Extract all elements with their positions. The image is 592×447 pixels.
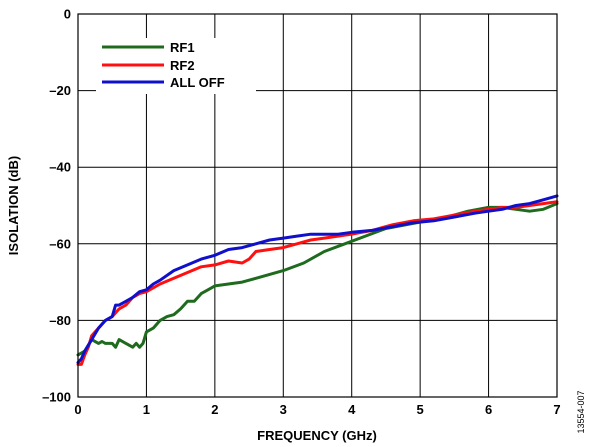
x-tick-label: 0 xyxy=(74,402,81,417)
series-line-rf1 xyxy=(76,202,559,357)
legend: RF1 RF2 ALL OFF xyxy=(96,38,256,94)
y-tick-label: –20 xyxy=(49,83,71,98)
y-tick-label: –80 xyxy=(49,313,71,328)
legend-label-rf1: RF1 xyxy=(170,40,195,55)
x-tick-label: 6 xyxy=(485,402,492,417)
legend-label-rf2: RF2 xyxy=(170,58,195,73)
y-tick-label: –60 xyxy=(49,236,71,251)
x-axis-ticks: 0 1 2 3 4 5 6 7 xyxy=(74,402,560,417)
series-line-all-off xyxy=(76,194,559,364)
y-axis-ticks: 0 –20 –40 –60 –80 –100 xyxy=(42,7,71,405)
figure-id: 13554-007 xyxy=(576,390,586,433)
x-tick-label: 4 xyxy=(348,402,356,417)
x-tick-label: 5 xyxy=(417,402,424,417)
plot-area-frame xyxy=(77,13,558,398)
legend-label-all-off: ALL OFF xyxy=(170,75,225,90)
series-line-rf2 xyxy=(76,200,559,366)
x-tick-label: 3 xyxy=(280,402,287,417)
y-tick-label: –40 xyxy=(49,160,71,175)
y-tick-label: –100 xyxy=(42,390,71,405)
x-tick-label: 2 xyxy=(211,402,218,417)
x-tick-label: 7 xyxy=(553,402,560,417)
x-tick-label: 1 xyxy=(143,402,150,417)
x-axis-title: FREQUENCY (GHz) xyxy=(257,428,377,443)
series-lines xyxy=(76,194,559,366)
y-tick-label: 0 xyxy=(64,7,71,22)
y-axis-title: ISOLATION (dB) xyxy=(6,156,21,255)
